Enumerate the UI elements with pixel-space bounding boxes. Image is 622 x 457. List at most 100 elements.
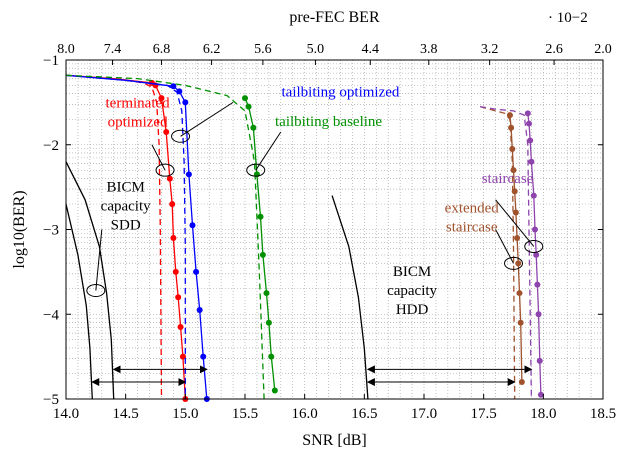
point-tailbiting-baseline <box>245 103 252 110</box>
annotation-text: terminated <box>106 95 171 111</box>
y-axis-label: log10(BER) <box>11 190 28 268</box>
annotation-text: BICM <box>393 264 431 280</box>
point-staircase <box>535 311 542 318</box>
point-staircase <box>530 192 537 199</box>
leader-line <box>255 131 282 171</box>
point-extended-staircase <box>508 124 515 131</box>
curve-marker-ellipse <box>246 163 266 177</box>
annotation-text: staircase <box>446 220 498 236</box>
series-tailbiting-baseline-threshold <box>65 74 265 400</box>
top-axis-multiplier: · 10−2 <box>548 10 588 26</box>
point-terminated-optimized <box>179 353 186 360</box>
annotation-text: HDD <box>396 302 429 318</box>
point-extended-staircase <box>516 290 523 297</box>
series-extended-staircase-threshold <box>479 105 516 400</box>
series-extended-staircase <box>509 115 523 383</box>
x-tick-label: 16.0 <box>292 406 318 422</box>
top-tick-label: 5.6 <box>254 42 272 57</box>
point-tailbiting-optimized <box>193 268 200 275</box>
annotation-text: optimized <box>108 114 168 130</box>
top-tick-label: 2.6 <box>545 42 563 57</box>
point-tailbiting-baseline <box>242 95 248 102</box>
top-axis-label: pre-FEC BER <box>289 9 380 26</box>
x-tick-label: 17.0 <box>411 406 437 422</box>
axes-layer: 14.0 14.5 15.0 15.5 16.0 16.5 17.0 17.5 18.0 18.5… <box>43 42 616 422</box>
x-tick-label: 15.0 <box>172 406 198 422</box>
annotation: tailbiting baseline <box>275 114 382 130</box>
top-tick-label: 8.0 <box>57 42 75 57</box>
annotation-text: BICM <box>106 179 144 195</box>
point-terminated-optimized <box>172 268 179 275</box>
series-tailbiting-optimized-threshold <box>65 74 186 399</box>
annotation-text: capacity <box>387 283 437 299</box>
point-extended-staircase <box>515 260 522 267</box>
point-staircase <box>528 158 535 165</box>
annotation-text: staircase <box>482 171 534 187</box>
annotation: terminated optimized <box>106 95 171 130</box>
point-tailbiting-baseline <box>263 290 270 297</box>
x-tick-label: 18.0 <box>530 406 556 422</box>
curve-marker-ellipse <box>155 163 175 177</box>
point-terminated-optimized <box>177 323 184 330</box>
annotation-text: extended <box>445 201 500 217</box>
annotation-text: tailbiting baseline <box>275 114 382 130</box>
x-tick-label: 16.5 <box>351 406 377 422</box>
top-tick-label: 6.2 <box>203 42 221 57</box>
point-tailbiting-optimized <box>182 99 189 106</box>
x-axis-label: SNR [dB] <box>302 432 366 449</box>
point-terminated-optimized <box>170 234 177 241</box>
curve-marker-ellipse <box>504 256 523 270</box>
top-tick-label: 5.0 <box>307 42 325 57</box>
point-tailbiting-optimized <box>170 83 177 90</box>
point-extended-staircase <box>518 379 525 386</box>
top-tick-label: 7.4 <box>104 42 122 57</box>
point-staircase <box>536 357 543 364</box>
top-tick-label: 3.2 <box>481 42 499 57</box>
point-tailbiting-baseline <box>265 319 272 326</box>
leader-line <box>495 199 535 247</box>
point-staircase <box>524 110 531 117</box>
annotation-text: tailbiting optimized <box>282 84 400 100</box>
point-terminated-optimized <box>163 129 170 136</box>
series-bicm-capacity-hdd <box>331 195 369 400</box>
point-staircase <box>534 281 541 288</box>
point-tailbiting-baseline <box>250 124 257 131</box>
top-tick-label: 4.4 <box>362 42 380 57</box>
point-terminated-optimized <box>158 95 165 102</box>
y-tick-label: −1 <box>43 53 59 69</box>
point-extended-staircase <box>514 234 521 241</box>
leader-line <box>151 144 166 171</box>
leader-line <box>95 229 103 291</box>
point-staircase <box>527 137 534 144</box>
point-tailbiting-baseline <box>268 353 275 360</box>
x-tick-label: 17.5 <box>471 406 497 422</box>
annotation: staircase <box>482 171 534 187</box>
x-tick-label: 14.5 <box>113 406 139 422</box>
leader-line <box>495 229 514 264</box>
y-tick-label: −3 <box>43 223 59 239</box>
point-extended-staircase <box>509 145 516 152</box>
series-layer <box>65 74 544 402</box>
curve-marker-ellipse <box>86 284 106 298</box>
x-tick-label: 15.5 <box>232 406 258 422</box>
point-staircase <box>537 391 544 398</box>
x-tick-label: 14.0 <box>53 406 79 422</box>
y-tick-label: −4 <box>43 307 59 323</box>
point-tailbiting-optimized <box>200 353 207 360</box>
annotation-text: capacity <box>101 198 151 214</box>
series-bicm-capacity-sdd-b <box>65 161 115 400</box>
x-tick-label: 18.5 <box>590 406 616 422</box>
annotation: extended staircase <box>445 201 500 236</box>
curve-marker-ellipse <box>524 239 544 253</box>
y-tick-label: −2 <box>43 138 59 154</box>
point-terminated-optimized <box>175 294 182 301</box>
series-tailbiting-baseline <box>244 97 276 391</box>
point-tailbiting-optimized <box>176 88 183 95</box>
point-tailbiting-optimized <box>185 171 192 178</box>
point-extended-staircase <box>512 209 519 216</box>
y-tick-label: −5 <box>43 392 59 408</box>
point-tailbiting-baseline <box>259 251 266 258</box>
top-tick-label: 2.0 <box>594 42 612 57</box>
